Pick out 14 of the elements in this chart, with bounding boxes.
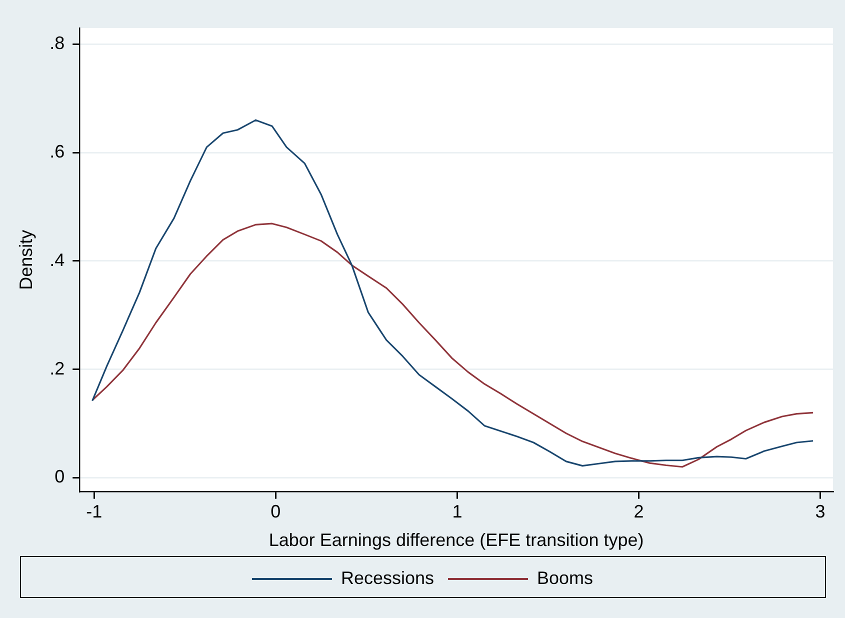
x-tick-label: 1 xyxy=(452,502,462,522)
y-tick-label: .2 xyxy=(50,358,65,378)
legend-label: Recessions xyxy=(340,568,434,588)
x-tick-label: 2 xyxy=(634,502,644,522)
x-axis-title: Labor Earnings difference (EFE transition type) xyxy=(268,530,644,550)
y-tick-label: .6 xyxy=(50,142,65,162)
x-tick-label: 3 xyxy=(815,502,826,522)
y-tick-label: 0 xyxy=(54,466,65,487)
y-tick-label: .8 xyxy=(50,33,65,54)
x-tick-label: 0 xyxy=(270,502,281,522)
legend-label: Booms xyxy=(537,568,594,588)
x-tick-label: -1 xyxy=(86,502,102,522)
y-tick-label: .4 xyxy=(50,250,65,270)
y-axis-title: Density xyxy=(16,230,36,290)
